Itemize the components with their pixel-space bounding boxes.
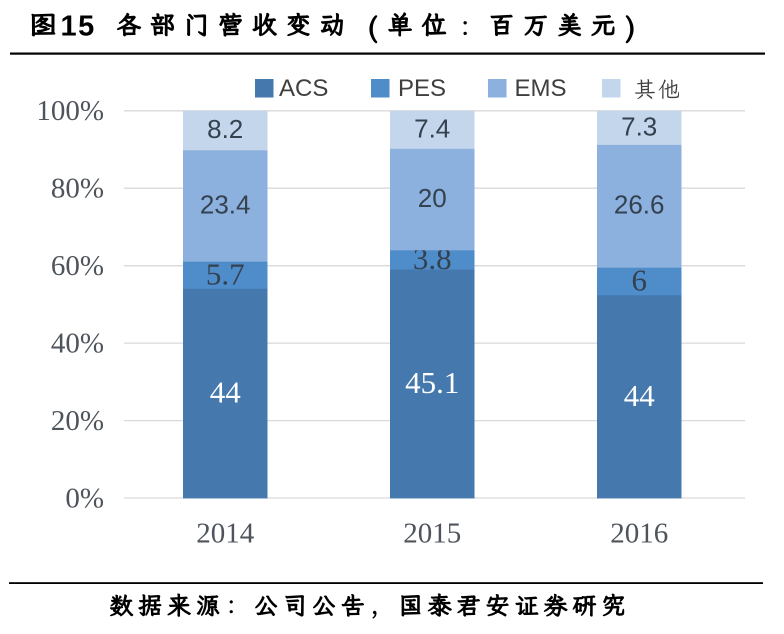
svg-text:2014: 2014	[196, 518, 255, 550]
svg-text:15: 15	[61, 11, 96, 43]
svg-text:0%: 0%	[65, 482, 104, 514]
svg-text:44: 44	[624, 378, 656, 413]
svg-text:20: 20	[418, 183, 447, 213]
svg-text:2016: 2016	[610, 518, 668, 550]
svg-text:23.4: 23.4	[200, 189, 251, 219]
svg-text:44: 44	[210, 375, 242, 410]
svg-text:60%: 60%	[51, 250, 104, 282]
svg-text:6: 6	[631, 263, 647, 298]
svg-text:EMS: EMS	[515, 75, 567, 102]
svg-text:45.1: 45.1	[405, 365, 459, 400]
svg-text:40%: 40%	[51, 327, 104, 359]
svg-text:2015: 2015	[403, 518, 461, 550]
svg-text:ACS: ACS	[279, 75, 328, 102]
svg-text:7.3: 7.3	[621, 111, 657, 141]
svg-text:100%: 100%	[36, 95, 104, 127]
svg-text:PES: PES	[398, 75, 446, 102]
svg-text:7.4: 7.4	[414, 113, 450, 143]
svg-text:80%: 80%	[51, 173, 104, 205]
svg-text:26.6: 26.6	[614, 190, 665, 220]
svg-text:8.2: 8.2	[207, 114, 243, 144]
svg-text:20%: 20%	[51, 405, 104, 437]
svg-text:5.7: 5.7	[206, 256, 245, 291]
